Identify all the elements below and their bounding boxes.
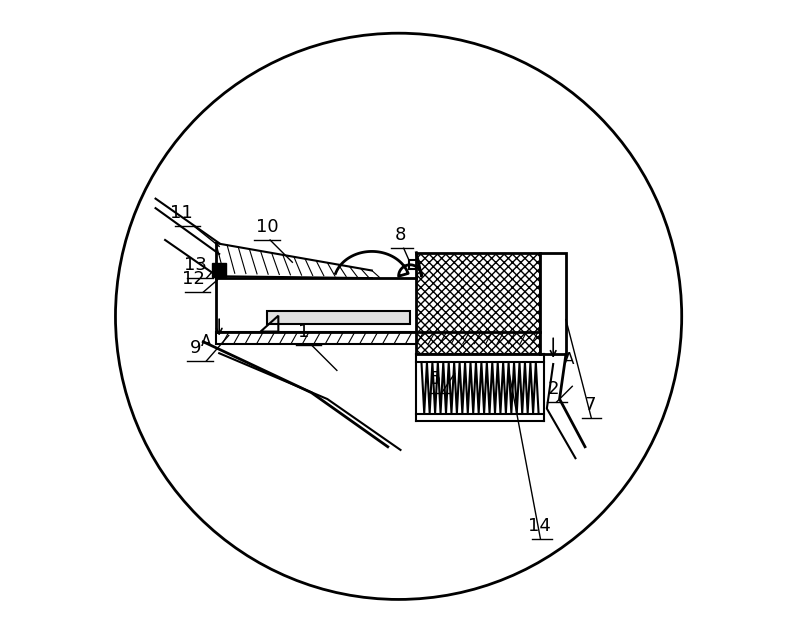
Bar xyxy=(417,252,541,355)
Bar xyxy=(267,311,410,324)
Text: A: A xyxy=(564,352,574,367)
Text: 1: 1 xyxy=(298,323,309,341)
Text: 5: 5 xyxy=(430,371,441,389)
Text: 13: 13 xyxy=(184,256,207,274)
Text: 10: 10 xyxy=(256,218,278,236)
Text: 8: 8 xyxy=(395,226,406,244)
Text: 2: 2 xyxy=(547,380,559,398)
Text: A: A xyxy=(201,334,211,350)
Text: 9: 9 xyxy=(190,339,201,357)
Bar xyxy=(216,332,541,344)
Bar xyxy=(541,252,566,355)
Bar xyxy=(409,259,421,268)
Text: 11: 11 xyxy=(170,204,192,222)
Text: 7: 7 xyxy=(585,396,596,414)
Text: 14: 14 xyxy=(528,517,550,535)
Polygon shape xyxy=(212,263,226,277)
Text: 12: 12 xyxy=(183,270,205,288)
